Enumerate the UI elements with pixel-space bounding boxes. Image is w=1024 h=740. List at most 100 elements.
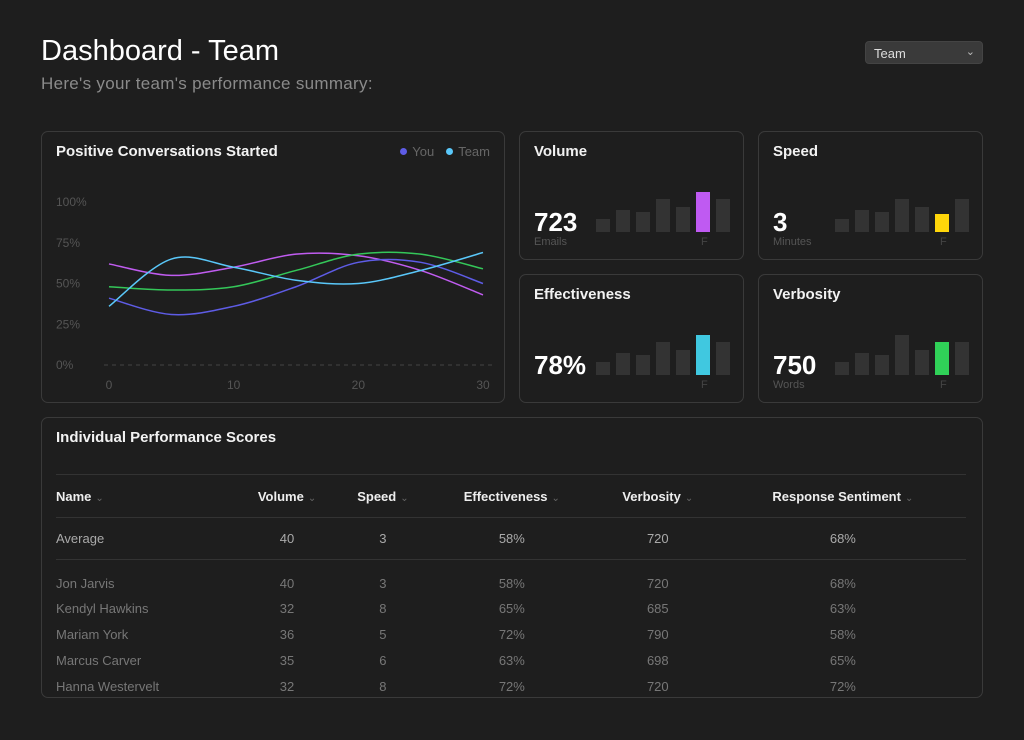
table-row[interactable]: Hanna Westervelt 32 8 72% 720 72% <box>56 674 966 700</box>
metric-bar <box>636 355 650 375</box>
metric-bar-chart <box>596 182 731 232</box>
metric-card-speed: Speed 3 Minutes F <box>758 131 983 260</box>
cell: 36 <box>279 627 295 642</box>
column-header[interactable]: Volume ⌄ <box>236 474 339 518</box>
metric-bar <box>696 192 710 232</box>
performance-table: Name ⌄ Volume ⌄ Speed ⌄ Effectiveness ⌄ Verbosit… <box>56 474 966 700</box>
table-row[interactable]: Mariam York 36 5 72% 790 58% <box>56 622 966 648</box>
cell: Mariam York <box>56 627 129 642</box>
table-row[interactable]: Kendyl Hawkins 32 8 65% 685 63% <box>56 596 966 622</box>
table-row[interactable]: Jon Jarvis 40 3 58% 720 68% <box>56 560 966 596</box>
metric-title: Speed <box>773 143 819 160</box>
metric-bar <box>676 350 690 375</box>
metric-bar <box>855 353 869 375</box>
metric-bar <box>656 342 670 375</box>
column-label: Effectiveness <box>463 488 548 504</box>
cell: Average <box>56 517 237 560</box>
x-tick-label: 20 <box>352 378 366 392</box>
y-tick-label: 50% <box>56 277 80 291</box>
legend-item-team[interactable]: Team <box>446 144 490 159</box>
cell: 3 <box>338 517 428 560</box>
chevron-down-icon: ⌄ <box>400 492 409 504</box>
metric-bar-chart <box>835 182 970 232</box>
average-row: Average 40 3 58% 720 68% <box>56 517 966 560</box>
metric-bar <box>915 207 929 232</box>
chart-legend: You Team <box>400 144 490 159</box>
cell: 72% <box>498 679 525 694</box>
metric-bar-chart <box>596 325 731 375</box>
metric-value: 78% <box>534 350 587 380</box>
metric-value: 750 <box>773 350 817 380</box>
cell: Jon Jarvis <box>56 576 115 592</box>
chevron-down-icon: ⌄ <box>904 492 914 504</box>
y-tick-label: 75% <box>56 236 80 250</box>
cell: 68% <box>719 517 966 560</box>
column-header[interactable]: Response Sentiment ⌄ <box>719 474 966 518</box>
team-select[interactable]: Team ⌄ <box>865 41 983 64</box>
series-line-0 <box>108 252 484 296</box>
metric-bar <box>616 210 630 232</box>
line-chart: 100% 75% 50% 25% 0% 0 10 20 30 <box>56 195 493 392</box>
cell: 32 <box>279 679 295 694</box>
metric-bar <box>716 342 730 375</box>
bar-label: F <box>701 236 708 248</box>
chevron-down-icon: ⌄ <box>684 492 694 504</box>
column-header[interactable]: Effectiveness ⌄ <box>427 474 596 518</box>
column-label: Response Sentiment <box>772 488 901 504</box>
bar-label: F <box>940 379 947 391</box>
legend-dot-icon <box>400 148 408 155</box>
chevron-down-icon: ⌄ <box>95 492 104 504</box>
cell: 65% <box>498 601 525 616</box>
cell: Kendyl Hawkins <box>56 601 149 616</box>
metric-bar <box>895 335 909 375</box>
cell: 8 <box>379 601 387 616</box>
chevron-down-icon: ⌄ <box>551 492 560 504</box>
x-tick-label: 30 <box>476 378 490 392</box>
cell: 698 <box>646 653 669 668</box>
metric-bar <box>596 219 610 232</box>
table-title: Individual Performance Scores <box>56 429 277 446</box>
cell: 720 <box>646 679 669 694</box>
metric-bar <box>955 199 969 232</box>
cell: 68% <box>829 576 856 592</box>
metric-unit: Words <box>773 379 805 391</box>
metric-value: 3 <box>773 207 788 237</box>
cell: 790 <box>646 627 669 642</box>
legend-item-you[interactable]: You <box>400 144 434 159</box>
metric-bar <box>895 199 909 232</box>
legend-label: You <box>412 144 435 159</box>
column-header[interactable]: Name ⌄ <box>56 474 237 518</box>
column-header[interactable]: Speed ⌄ <box>338 474 428 518</box>
metric-card-volume: Volume 723 Emails F <box>519 131 744 260</box>
cell: 35 <box>279 653 295 668</box>
cell: 58% <box>427 517 596 560</box>
metric-card-effectiveness: Effectiveness 78% F <box>519 274 744 403</box>
x-tick-label: 0 <box>106 378 113 392</box>
metric-bar <box>616 353 630 375</box>
series-line-1 <box>108 258 484 316</box>
metric-bar <box>935 214 949 232</box>
chevron-down-icon: ⌄ <box>965 46 975 58</box>
cell: 40 <box>279 576 295 592</box>
cell: 5 <box>379 627 387 642</box>
metric-title: Verbosity <box>773 286 841 303</box>
cell: 63% <box>829 601 856 616</box>
metric-bar <box>656 199 670 232</box>
y-tick-label: 25% <box>56 317 80 331</box>
series-line-2 <box>108 251 484 291</box>
metric-bar <box>835 219 849 232</box>
column-label: Volume <box>257 488 304 504</box>
table-row[interactable]: Marcus Carver 35 6 63% 698 65% <box>56 648 966 674</box>
chart-card: Positive Conversations Started You Team … <box>41 131 505 403</box>
cell: 8 <box>379 679 387 694</box>
bar-label: F <box>701 379 708 391</box>
bar-label: F <box>940 236 947 248</box>
metric-bar <box>915 350 929 375</box>
y-tick-label: 100% <box>56 195 87 209</box>
metric-bar <box>855 210 869 232</box>
cell: 58% <box>829 627 856 642</box>
metric-bar <box>875 212 889 232</box>
column-header[interactable]: Verbosity ⌄ <box>595 474 720 518</box>
cell: 65% <box>829 653 856 668</box>
cell: 6 <box>379 653 387 668</box>
